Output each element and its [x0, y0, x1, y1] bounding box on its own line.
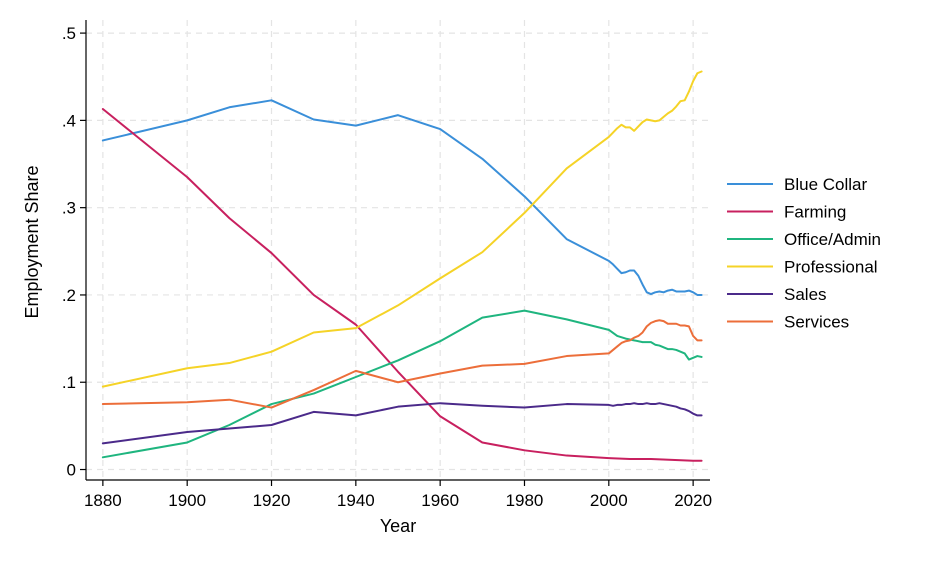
series-line-services: [101, 319, 703, 409]
y-axis-ticks: 0 .1 .2 .3 .4 .5: [62, 24, 86, 480]
legend-label-blue-collar: Blue Collar: [784, 175, 867, 194]
series-line-professional: [101, 70, 703, 388]
x-tick-label: 1900: [168, 491, 206, 510]
series-line-farming: [101, 108, 703, 462]
y-tick-label: .3: [62, 199, 76, 218]
x-tick-label: 2020: [674, 491, 712, 510]
legend-label-farming: Farming: [784, 203, 846, 222]
legend: Blue Collar Farming Office/Admin Profession…: [727, 175, 881, 332]
x-tick-label: 1960: [421, 491, 459, 510]
legend-label-services: Services: [784, 313, 849, 332]
x-axis-title: Year: [380, 516, 416, 536]
axes: [85, 20, 710, 481]
y-tick-label: 0: [67, 461, 76, 480]
legend-label-professional: Professional: [784, 258, 878, 277]
y-axis-title: Employment Share: [22, 165, 42, 318]
x-tick-label: 1940: [337, 491, 375, 510]
legend-label-office-admin: Office/Admin: [784, 230, 881, 249]
x-tick-label: 1880: [84, 491, 122, 510]
legend-label-sales: Sales: [784, 285, 827, 304]
x-axis-ticks: 1880 1900 1920 1940 1960 1980 2000 2020: [84, 480, 712, 510]
x-tick-label: 1980: [506, 491, 544, 510]
y-tick-label: .1: [62, 373, 76, 392]
y-tick-label: .4: [62, 111, 76, 130]
y-tick-label: .5: [62, 24, 76, 43]
series-line-office-admin: [101, 309, 703, 459]
y-tick-label: .2: [62, 286, 76, 305]
series-lines: [101, 70, 703, 462]
series-line-sales: [101, 402, 703, 445]
series-line-blue-collar: [101, 99, 703, 296]
x-tick-label: 1920: [253, 491, 291, 510]
grid-lines: [86, 20, 710, 480]
x-tick-label: 2000: [590, 491, 628, 510]
